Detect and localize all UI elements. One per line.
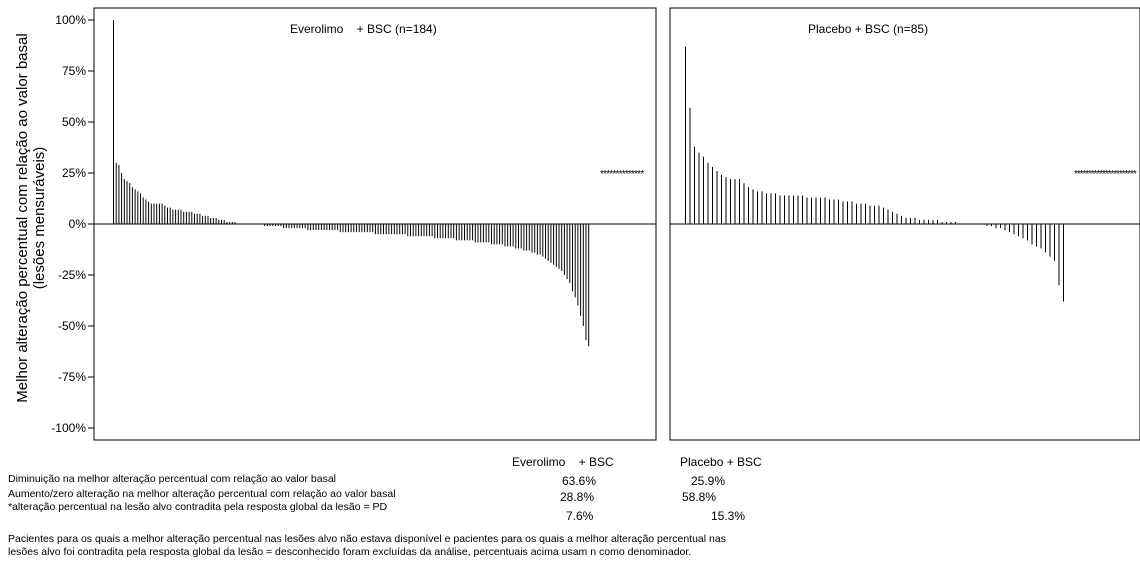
pd-marker: * [609,169,613,180]
pd-marker: * [1113,169,1117,180]
pd-marker: * [1130,169,1134,180]
pd-marker: * [619,169,623,180]
pd-marker: * [634,169,638,180]
placebo-value: 15.3% [711,509,746,523]
placebo-bars [685,46,1064,302]
everolimus-value: 28.8% [560,490,595,504]
pd-marker: * [1133,169,1137,180]
pd-marker: * [631,169,635,180]
pd-marker: * [628,169,632,180]
everolimus-panel-title: Everolimo + BSC (n=184) [290,22,437,36]
pd-marker: * [1116,169,1120,180]
y-tick-label: 25% [62,166,86,180]
pd-marker: * [640,169,644,180]
everolimus-panel: Everolimo + BSC (n=184) 100% 75% 50% 25% 0% -… [51,7,657,441]
pd-marker: * [600,169,604,180]
everolimus-column-header: Everolimo + BSC [512,455,614,469]
placebo-value: 58.8% [682,490,717,504]
y-tick-label: -100% [51,421,86,435]
placebo-panel: Placebo + BSC (n=85) *******************… [669,7,1140,441]
footnote-line: Pacientes para os quais a melhor alteraç… [8,533,726,545]
y-tick-label: 0% [69,217,87,231]
pd-marker: * [1088,169,1092,180]
pd-marker: * [1122,169,1126,180]
everolimus-value: 7.6% [566,509,594,523]
pd-marker: * [622,169,626,180]
pd-marker: * [1105,169,1109,180]
pd-marker: * [1124,169,1128,180]
y-tick-label: 50% [62,115,86,129]
pd-marker: * [1110,169,1114,180]
everolimus-value: 63.6% [562,474,597,488]
summary-row-label: Diminuição na melhor alteração percentua… [8,473,337,485]
y-axis-label: Melhor alteração percentual com relação … [14,33,48,403]
pd-marker: * [1096,169,1100,180]
summary-row-label: *alteração percentual na lesão alvo cont… [8,501,388,513]
pd-marker: * [1099,169,1103,180]
pd-marker: * [603,169,607,180]
pd-marker: * [1085,169,1089,180]
y-tick-label: -25% [58,268,86,282]
pd-marker: * [616,169,620,180]
pd-marker: * [1127,169,1131,180]
pd-marker: * [1102,169,1106,180]
pd-marker: * [1082,169,1086,180]
pd-marker: * [1080,169,1084,180]
pd-marker: * [1074,169,1078,180]
pd-marker: * [637,169,641,180]
y-axis-ticks: 100% 75% 50% 25% 0% -25% -50% -75% -100% [51,13,94,435]
pd-marker: * [1091,169,1095,180]
everolimus-pd-markers: * * * * * * * * * * * * * * [600,169,644,180]
placebo-panel-title: Placebo + BSC (n=85) [808,22,928,36]
pd-marker: * [1094,169,1098,180]
summary-row-label: Aumento/zero alteração na melhor alteraç… [8,488,396,500]
pd-marker: * [625,169,629,180]
y-tick-label: 100% [55,13,86,27]
pd-marker: * [606,169,610,180]
y-tick-label: -50% [58,319,86,333]
y-tick-label: 75% [62,64,86,78]
pd-marker: * [612,169,616,180]
placebo-column-header: Placebo + BSC [680,455,762,469]
placebo-pd-markers: ********************** [1074,169,1137,180]
pd-marker: * [1108,169,1112,180]
pd-marker: * [1077,169,1081,180]
footnote-line: lesões alvo foi contradita pela resposta… [8,546,692,558]
everolimus-bars [113,20,590,347]
pd-marker: * [1119,169,1123,180]
placebo-value: 25.9% [691,474,726,488]
y-tick-label: -75% [58,370,86,384]
